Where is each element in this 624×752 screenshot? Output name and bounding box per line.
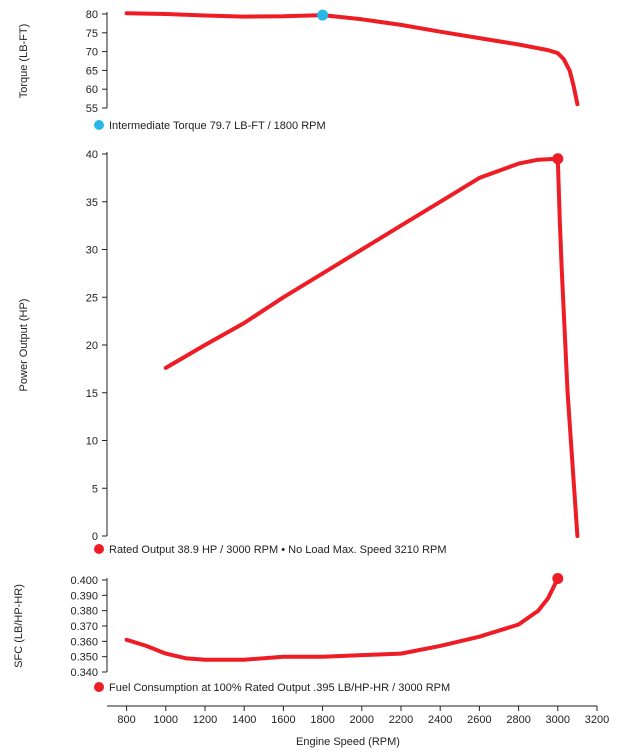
x-tick-label: 1400 xyxy=(232,714,256,726)
data-line xyxy=(124,576,560,662)
x-tick-label: 2400 xyxy=(428,714,452,726)
y-tick-label: 55 xyxy=(86,103,98,115)
x-tick-label: 2200 xyxy=(389,714,413,726)
y-tick-label: 70 xyxy=(86,47,98,59)
y-tick-label: 0.390 xyxy=(70,590,98,602)
data-point-marker xyxy=(552,572,564,584)
legend-marker xyxy=(94,682,104,692)
y-tick-label: 20 xyxy=(86,340,98,352)
data-line xyxy=(124,11,580,107)
y-tick-label: 0.380 xyxy=(70,606,98,618)
y-axis-title: Torque (LB-FT) xyxy=(18,24,30,99)
y-tick-label: 0.350 xyxy=(70,652,98,664)
x-tick-label: 2600 xyxy=(467,714,491,726)
legend-label: Fuel Consumption at 100% Rated Output .3… xyxy=(109,682,450,694)
y-tick-label: 5 xyxy=(92,483,98,495)
legend-marker xyxy=(94,544,104,554)
y-tick-label: 0 xyxy=(92,531,98,543)
x-axis-title: Engine Speed (RPM) xyxy=(296,736,400,748)
y-tick-label: 35 xyxy=(86,197,98,209)
x-tick-label: 1200 xyxy=(193,714,217,726)
y-axis-title: SFC (LB/HP-HR) xyxy=(13,584,25,668)
y-tick-label: 75 xyxy=(86,28,98,40)
x-tick-label: 2000 xyxy=(350,714,374,726)
y-axis-title: Power Output (HP) xyxy=(18,299,30,392)
y-tick-label: 65 xyxy=(86,65,98,77)
x-tick-label: 1600 xyxy=(271,714,295,726)
x-tick-label: 800 xyxy=(117,714,135,726)
data-point-marker xyxy=(552,153,564,165)
x-axis: 800 1000 1200 1400 1600 1800 2000 2200 2400 2600 2… xyxy=(107,705,609,748)
data-point-marker xyxy=(317,9,329,21)
y-tick-label: 25 xyxy=(86,292,98,304)
panel-3: 0.400 0.390 0.380 0.370 0.360 0.350 0.340 SFC (… xyxy=(13,572,564,694)
x-tick-label: 3000 xyxy=(546,714,570,726)
x-tick-label: 2800 xyxy=(506,714,530,726)
y-tick-label: 15 xyxy=(86,388,98,400)
y-tick-label: 40 xyxy=(86,149,98,161)
y-tick-label: 0.340 xyxy=(70,667,98,679)
x-tick-label: 1000 xyxy=(154,714,178,726)
legend-marker xyxy=(94,120,104,130)
legend-label: Rated Output 38.9 HP / 3000 RPM • No Loa… xyxy=(109,544,447,556)
panel-2: 40 35 30 25 20 15 10 5 0 Power Output (HP) Rated O… xyxy=(18,149,580,556)
x-tick-label: 3200 xyxy=(585,714,609,726)
y-tick-label: 10 xyxy=(86,436,98,448)
y-tick-label: 0.400 xyxy=(70,575,98,587)
legend-label: Intermediate Torque 79.7 LB-FT / 1800 RP… xyxy=(109,120,326,132)
panel-1: 80 75 70 65 60 55 Torque (LB-FT) Intermediate T… xyxy=(18,9,580,132)
data-line xyxy=(163,156,580,538)
x-tick-label: 1800 xyxy=(310,714,334,726)
y-tick-label: 80 xyxy=(86,9,98,21)
y-tick-label: 30 xyxy=(86,245,98,257)
y-tick-label: 60 xyxy=(86,84,98,96)
y-tick-label: 0.370 xyxy=(70,621,98,633)
y-tick-label: 0.360 xyxy=(70,636,98,648)
